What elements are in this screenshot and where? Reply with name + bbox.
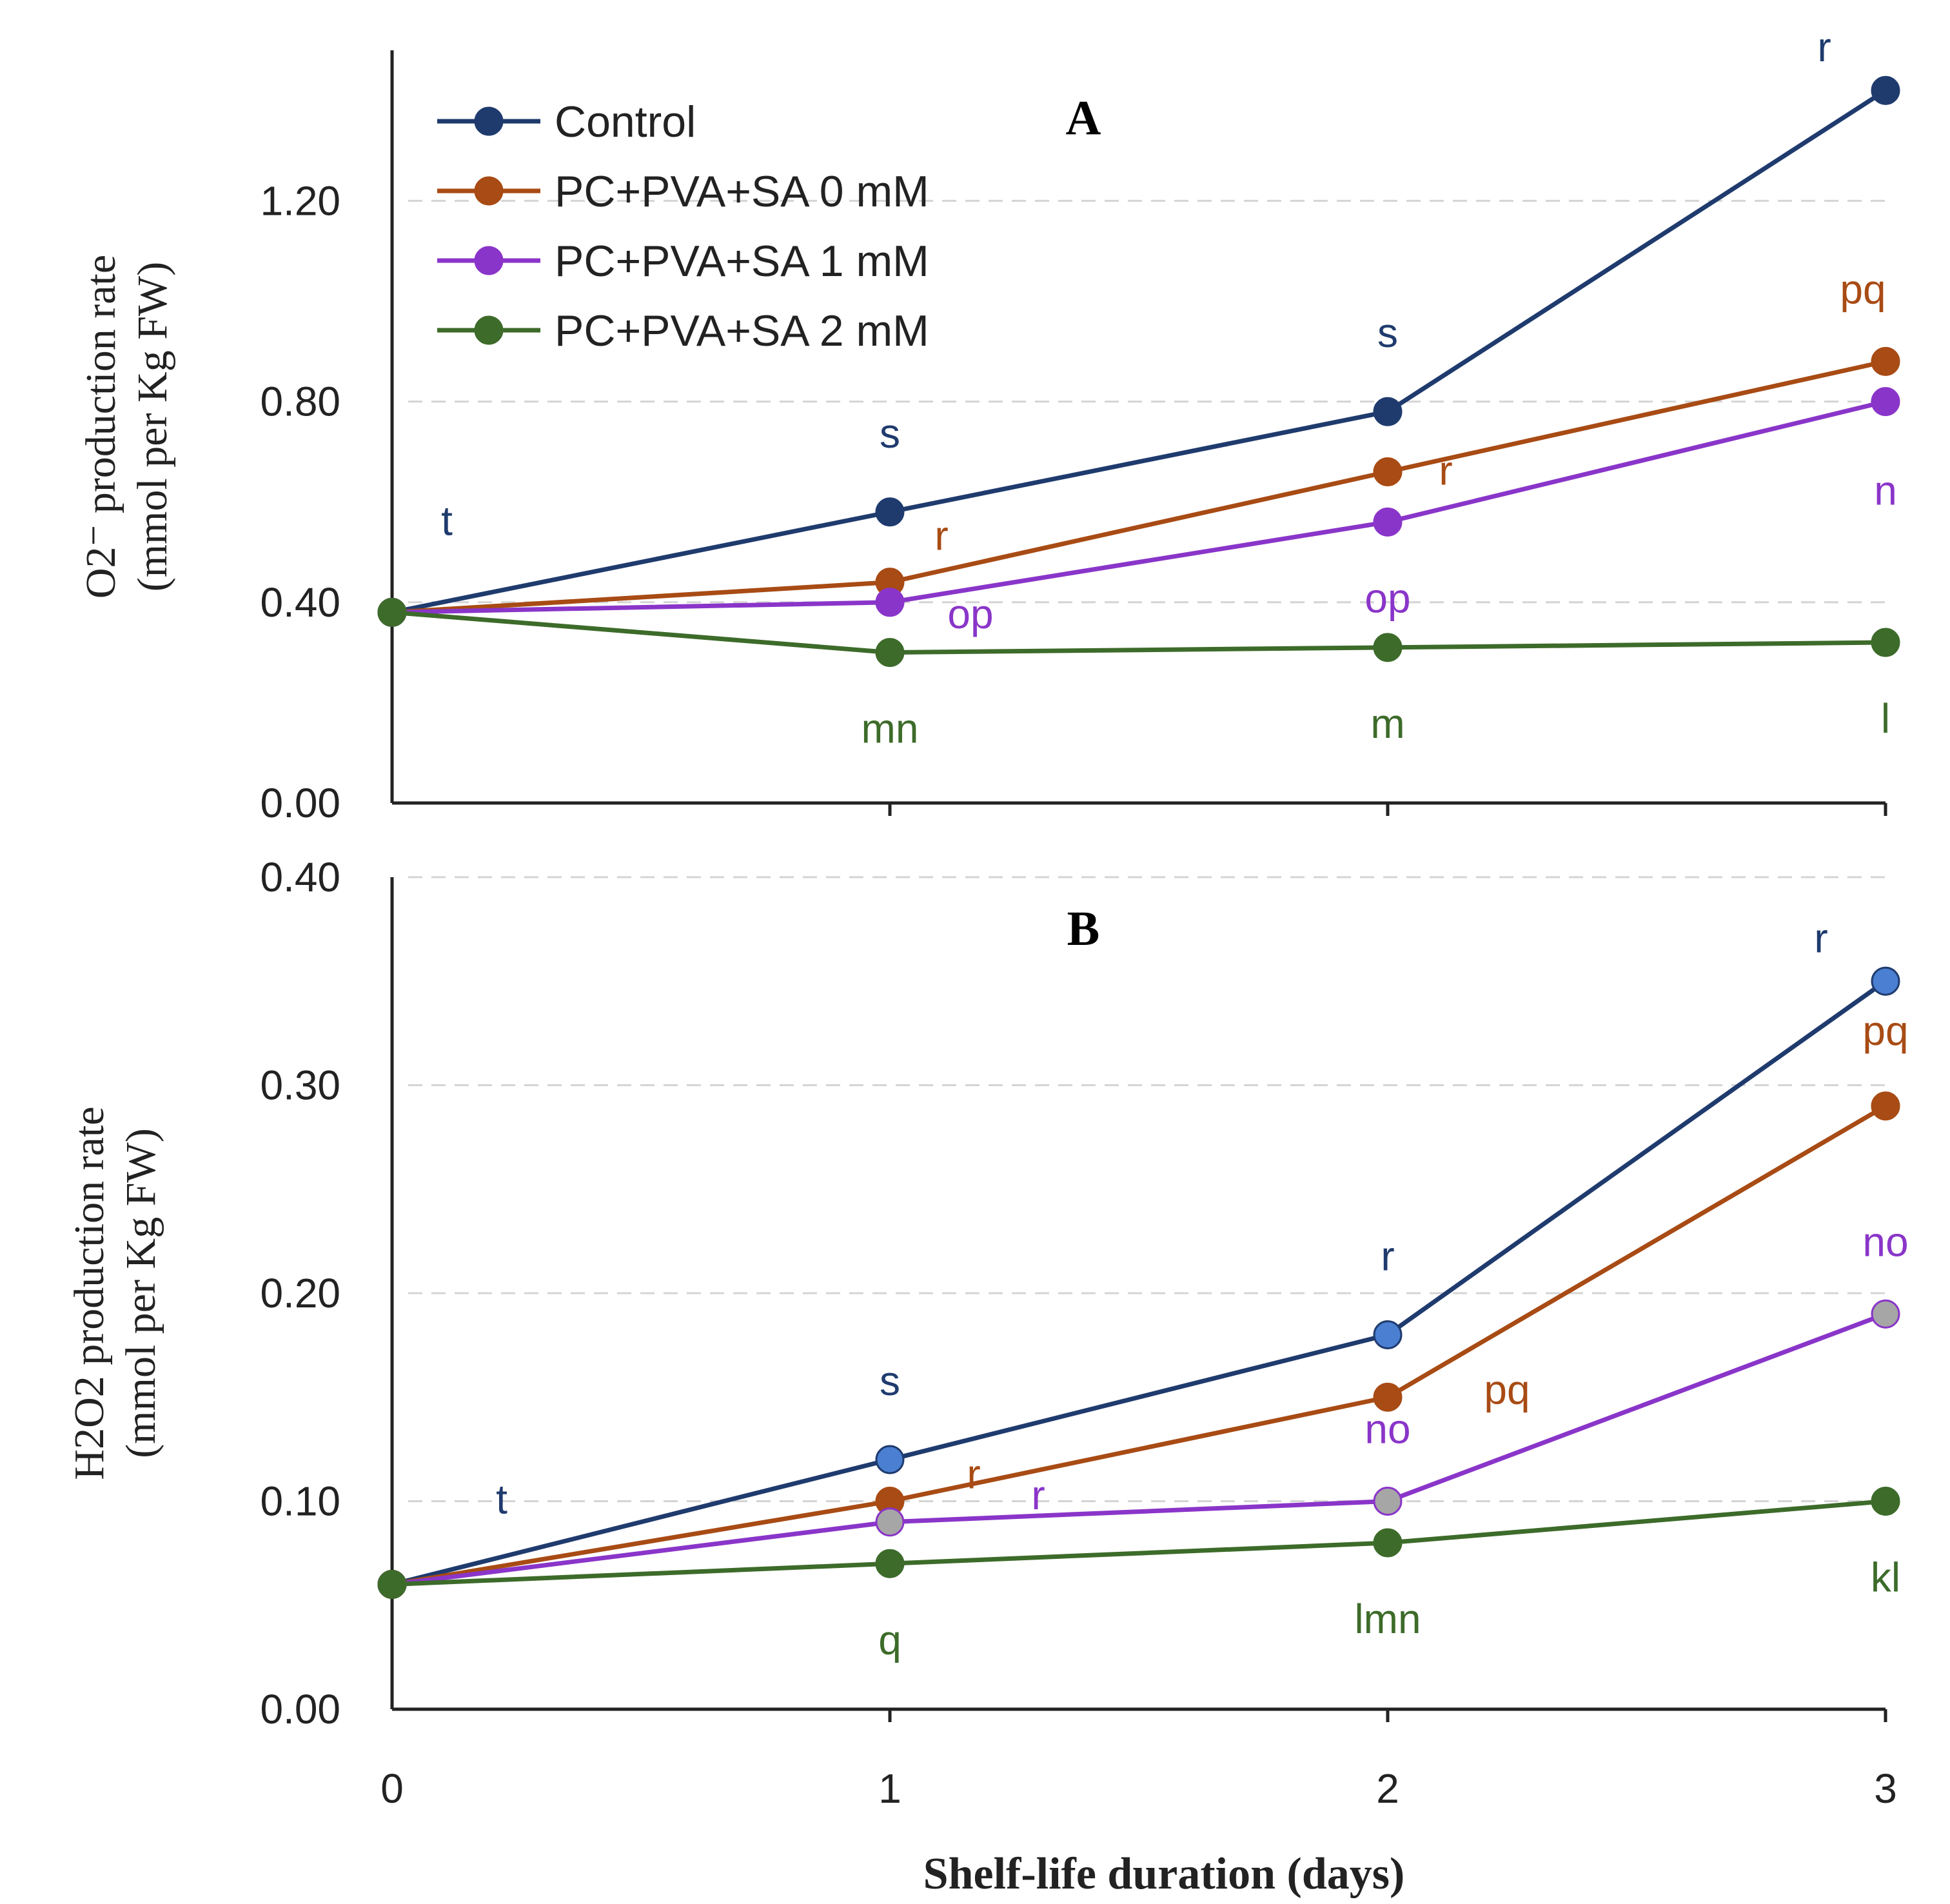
data-point-s2-x3 [1871,1299,1900,1329]
x-tick-label-2: 2 [1376,1765,1399,1812]
data-point-s3-x1 [875,638,905,668]
sig-letter-s1-x1: r [934,513,948,559]
data-point-s0-x2 [1373,397,1403,426]
panel-label-a: A [1066,91,1101,145]
sig-letter-s0-x2: s [1377,310,1398,356]
sig-letter-s3-x1: q [878,1616,901,1663]
y-tick-label-1: 0.10 [260,1478,340,1525]
data-point-s3-x3 [1871,628,1900,657]
y-tick-label-2: 0.20 [260,1270,340,1316]
sig-letter-s1-x3: pq [1862,1007,1908,1054]
panel-label-b: B [1067,902,1100,956]
y-axis-title-line-2: (mmol per Kg FW) [129,262,176,591]
series-line-0 [391,88,1887,615]
y-tick-label-0: 0.00 [260,780,340,826]
sig-letter-s3-x3: kl [1871,1554,1900,1601]
y-tick-label-1: 0.40 [260,579,340,626]
sig-letter-s3-x2: m [1370,700,1404,747]
sig-letter-s2-x2: no [1364,1406,1410,1453]
data-point-s3-x0 [377,597,407,627]
data-point-s1-x2 [1373,457,1403,487]
legend-marker-1 [474,176,504,206]
x-tick-label-0: 0 [380,1765,404,1812]
panel-b-chart: 0.00 0.10 0.20 0.30 0.40 0 1 2 3 H2O2 production … [66,854,1909,1812]
data-point-s2-x3 [1871,387,1900,417]
data-point-s0-x2 [1373,1320,1403,1349]
legend-label-3: PC+PVA+SA 2 mM [555,306,929,355]
data-point-s2-x1 [875,588,905,617]
data-point-s1-x2 [1373,1382,1403,1412]
sig-letter-s2-x1: op [947,591,993,637]
sig-letter-s2-x1: r [1031,1472,1045,1518]
y-axis-title: H2O2 production rate (mmol per Kg FW) [66,1106,164,1480]
sig-letter-s0-x3: r [1817,24,1831,70]
legend-label-2: PC+PVA+SA 1 mM [555,237,929,286]
sig-letter-s0-x0: t [441,497,453,544]
x-tick-label-1: 1 [878,1765,901,1812]
y-tick-label-2: 0.80 [260,379,340,425]
data-point-s2-x2 [1373,507,1403,537]
sig-letter-s2-x3: n [1874,468,1897,514]
data-point-s3-x2 [1373,1528,1403,1558]
sig-letter-s2-x2: op [1364,575,1410,621]
series-line-3 [391,610,1886,655]
x-tick-label-3: 3 [1874,1765,1897,1812]
sig-letter-s0-x1: s [880,1358,900,1404]
data-point-s2-x2 [1373,1487,1403,1516]
data-point-s0-x3 [1871,966,1900,996]
sig-letter-s1-x3: pq [1840,266,1886,312]
data-point-s3-x3 [1871,1487,1900,1516]
series-line-0 [391,979,1887,1587]
y-axis-title-line-2: (mmol per Kg FW) [117,1128,164,1458]
series-line-2 [391,399,1886,615]
sig-letter-s1-x1: r [967,1451,980,1498]
sig-letter-s0-x0: t [496,1476,507,1523]
sig-letter-s1-x2: pq [1484,1366,1530,1413]
y-tick-label-4: 0.40 [260,854,340,900]
sig-letter-s0-x2: r [1381,1233,1394,1280]
sig-letter-s3-x3: l [1881,695,1890,742]
legend-marker-0 [474,106,504,136]
panel-a-chart: 0.00 0.40 0.80 1.20 O2⁻ production rate (mmol… [77,24,1900,826]
data-point-s3-x2 [1373,633,1403,662]
sig-letter-s3-x2: lmn [1354,1596,1421,1642]
y-axis-title-line-1: H2O2 production rate [66,1106,113,1480]
legend-label-0: Control [555,97,696,146]
y-tick-label-3: 1.20 [260,177,340,224]
y-tick-label-0: 0.00 [260,1686,340,1732]
sig-letter-s3-x1: mn [862,706,919,752]
y-axis-title-line-1: O2⁻ production rate [77,255,124,599]
legend-marker-2 [474,246,504,275]
data-point-s2-x1 [875,1507,905,1537]
y-axis-title: O2⁻ production rate (mmol per Kg FW) [77,255,176,599]
data-point-s3-x0 [377,1570,407,1599]
data-point-s0-x1 [875,1445,905,1474]
sig-letter-s1-x2: r [1439,448,1452,494]
y-tick-label-3: 0.30 [260,1062,340,1109]
data-point-s0-x1 [875,497,905,527]
sig-letter-s2-x3: no [1862,1218,1908,1265]
series-line-1 [391,1104,1887,1587]
sig-letter-s0-x1: s [880,410,900,457]
series-line-1 [391,359,1886,615]
legend-label-1: PC+PVA+SA 0 mM [555,167,929,216]
data-point-s0-x3 [1871,75,1900,105]
sig-letter-s0-x3: r [1814,915,1827,961]
data-point-s3-x1 [875,1549,905,1578]
x-axis-title: Shelf-life duration (days) [923,1849,1405,1899]
legend-marker-3 [474,315,504,345]
legend: Control PC+PVA+SA 0 mM PC+PVA+SA 1 mM PC+PV… [437,97,929,355]
series-line-3 [391,1499,1886,1587]
data-point-s1-x3 [1871,346,1900,376]
data-point-s1-x3 [1871,1091,1900,1121]
series-line-2 [391,1311,1887,1587]
